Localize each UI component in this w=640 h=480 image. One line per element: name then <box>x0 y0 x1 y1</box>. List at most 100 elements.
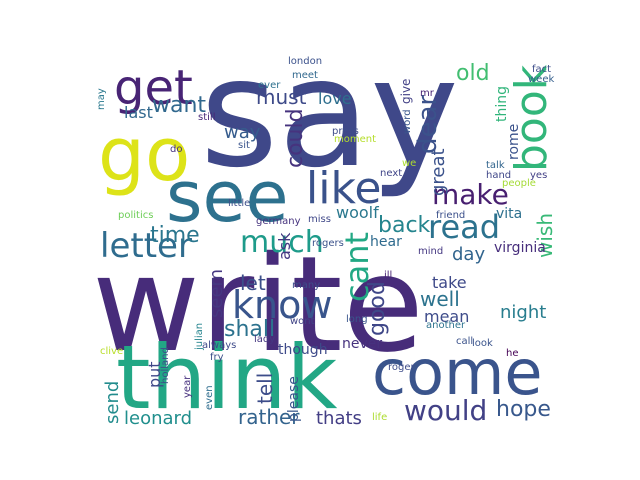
word-politics: politics <box>118 210 153 221</box>
word-miss: miss <box>308 214 331 225</box>
word-make: make <box>432 178 509 211</box>
word-leonard: leonard <box>124 408 192 429</box>
word-hope: hope <box>496 397 551 422</box>
word-mr: mr <box>420 88 435 99</box>
word-send: send <box>102 381 123 424</box>
word-seem: seem <box>206 269 227 318</box>
word-ask: ask <box>275 232 294 260</box>
word-look: look <box>472 338 493 349</box>
word-sit: sit <box>238 140 250 151</box>
word-give: give <box>399 79 413 104</box>
word-fry: fry <box>210 352 224 363</box>
word-shall: shall <box>224 317 275 342</box>
word-next: next <box>380 168 402 179</box>
word-julian: julian <box>194 323 205 351</box>
word-press: press <box>332 126 359 137</box>
word-we: we <box>402 158 416 169</box>
word-vita: vita <box>496 206 522 222</box>
word-lady: lady <box>254 334 275 345</box>
word-would: would <box>404 394 487 427</box>
word-please: please <box>286 376 302 422</box>
word-though: though <box>278 342 328 358</box>
word-great: great <box>428 148 449 196</box>
word-word: word <box>402 109 413 134</box>
word-love: love <box>318 89 352 108</box>
word-last: last <box>124 103 153 122</box>
word-rather: rather <box>238 405 300 429</box>
word-people: people <box>502 178 536 189</box>
word-wont: wont <box>290 316 315 327</box>
word-ill: ill <box>384 270 392 281</box>
word-much: much <box>240 225 324 260</box>
word-see: see <box>166 156 289 238</box>
word-mind: mind <box>418 246 443 257</box>
word-always: always <box>202 340 236 351</box>
word-hand: hand <box>486 170 511 181</box>
word-roger: roger <box>388 362 416 373</box>
word-write: write <box>92 228 424 382</box>
word-year: year <box>182 375 193 398</box>
word-cant: cant <box>338 232 376 302</box>
word-moment: moment <box>334 134 376 145</box>
word-even: even <box>204 385 215 410</box>
word-dear: dear <box>413 95 443 154</box>
word-life: life <box>372 412 387 423</box>
word-talk: talk <box>486 160 505 171</box>
word-yes: yes <box>530 170 547 181</box>
word-call: call <box>456 336 473 347</box>
word-still: still <box>198 112 215 123</box>
word-come: come <box>372 336 543 409</box>
word-say: say <box>200 27 459 201</box>
word-way: way <box>224 122 261 143</box>
word-meet: meet <box>292 70 318 81</box>
word-london: london <box>288 56 322 67</box>
word-old: old <box>456 61 490 86</box>
word-may: may <box>96 88 107 110</box>
word-thing: thing <box>494 86 510 122</box>
word-hear: hear <box>370 234 402 250</box>
word-night: night <box>500 302 546 323</box>
word-good: good <box>365 281 390 336</box>
word-germany: germany <box>256 216 301 227</box>
word-ever: ever <box>258 80 281 91</box>
word-take: take <box>432 273 467 292</box>
word-fact: fact <box>532 64 551 75</box>
word-another: another <box>426 320 466 331</box>
word-little: little <box>228 198 250 209</box>
word-know: know <box>232 283 332 327</box>
word-let: let <box>240 271 266 295</box>
word-never: never <box>342 336 382 352</box>
word-do: do <box>170 144 182 155</box>
word-time: time <box>150 223 200 248</box>
word-clive: clive <box>100 346 123 357</box>
word-holland: holland <box>160 347 171 384</box>
word-get: get <box>114 60 193 116</box>
word-virginia: virginia <box>494 240 546 256</box>
word-want: want <box>152 93 206 118</box>
word-read: read <box>428 208 500 246</box>
word-he: he <box>506 348 519 359</box>
word-woolf: woolf <box>336 203 379 222</box>
word-letter: letter <box>100 226 192 266</box>
word-rome: rome <box>506 124 522 160</box>
word-well: well <box>420 287 460 311</box>
word-like: like <box>306 163 381 214</box>
word-day: day <box>452 244 485 265</box>
word-friend: friend <box>436 210 465 221</box>
word-back: back <box>378 213 431 238</box>
word-could: could <box>283 108 308 168</box>
word-put: put <box>145 361 164 388</box>
word-week: week <box>528 74 554 85</box>
word-rogers: rogers <box>312 238 344 249</box>
word-long: long <box>346 314 368 325</box>
word-book: book <box>506 64 557 172</box>
word-tell: tell <box>253 373 277 404</box>
word-mean: mean <box>424 307 469 326</box>
word-think: think <box>116 326 338 429</box>
word-must: must <box>256 85 307 109</box>
word-thats: thats <box>316 408 362 429</box>
word-go: go <box>98 112 190 198</box>
word-wish: wish <box>533 213 557 258</box>
